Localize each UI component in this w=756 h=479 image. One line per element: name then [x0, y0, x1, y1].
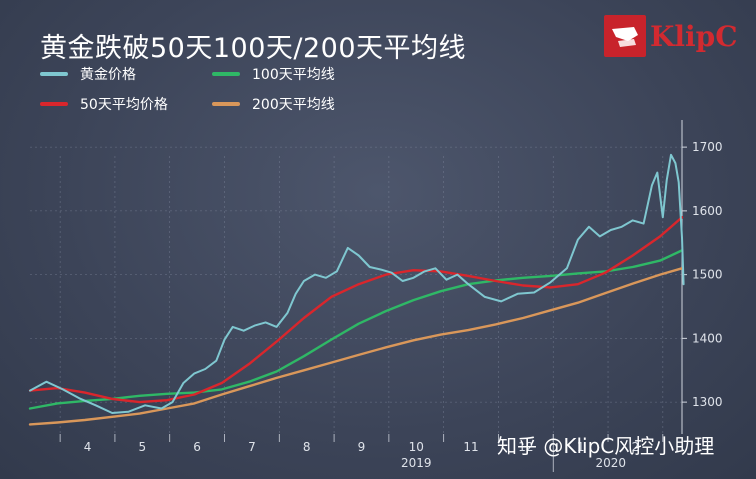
- legend-swatch: [212, 72, 240, 76]
- x-tick-label: 10: [409, 440, 424, 454]
- legend-label: 200天平均线: [252, 97, 335, 113]
- legend-item-gold-price: 黄金价格: [40, 64, 136, 84]
- x-tick-label: 2: [632, 440, 640, 454]
- y-tick-label: 1700: [692, 140, 723, 154]
- y-tick-label: 1600: [692, 204, 723, 218]
- series-group: [28, 153, 685, 426]
- x-tick-label: 7: [248, 440, 256, 454]
- legend-swatch: [40, 72, 68, 76]
- x-tick-label: 11: [463, 440, 478, 454]
- logo-text: KlipC: [650, 19, 738, 53]
- legend-label: 黄金价格: [80, 67, 136, 83]
- legend-label: 100天平均线: [252, 67, 335, 83]
- year-label: 2019: [401, 456, 432, 470]
- legend-item-200d-ma: 200天平均线: [212, 94, 335, 114]
- x-tick-label: 9: [358, 440, 366, 454]
- x-tick-label: 5: [138, 440, 146, 454]
- x-tick-label: 12: [518, 440, 533, 454]
- legend-item-50d-ma: 50天平均价格: [40, 94, 168, 114]
- x-tick-label: 6: [193, 440, 201, 454]
- legend: 黄金价格 100天平均线 50天平均价格 200天平均线: [40, 62, 440, 114]
- y-tick-label: 1400: [692, 331, 723, 345]
- y-tick-label: 1500: [692, 268, 723, 282]
- series-line-3: [28, 267, 684, 426]
- series-line-2: [28, 216, 684, 404]
- chart-title: 黄金跌破50天100天/200天平均线: [40, 33, 467, 64]
- legend-label: 50天平均价格: [80, 97, 168, 113]
- year-label: 2020: [595, 456, 626, 470]
- legend-swatch: [212, 102, 240, 106]
- x-tick-label: 1: [577, 440, 585, 454]
- x-tick-label: 4: [84, 440, 92, 454]
- series-line-1: [28, 249, 684, 410]
- logo-icon: [604, 15, 646, 57]
- legend-item-100d-ma: 100天平均线: [212, 64, 335, 84]
- watermark: 知乎 @KlipC风控小助理: [497, 434, 715, 458]
- grid: [30, 146, 682, 434]
- legend-swatch: [40, 102, 68, 106]
- klipc-logo: KlipC: [604, 15, 737, 57]
- y-tick-label: 1300: [692, 395, 723, 409]
- series-line-0: [29, 153, 685, 414]
- x-tick-label: 8: [303, 440, 311, 454]
